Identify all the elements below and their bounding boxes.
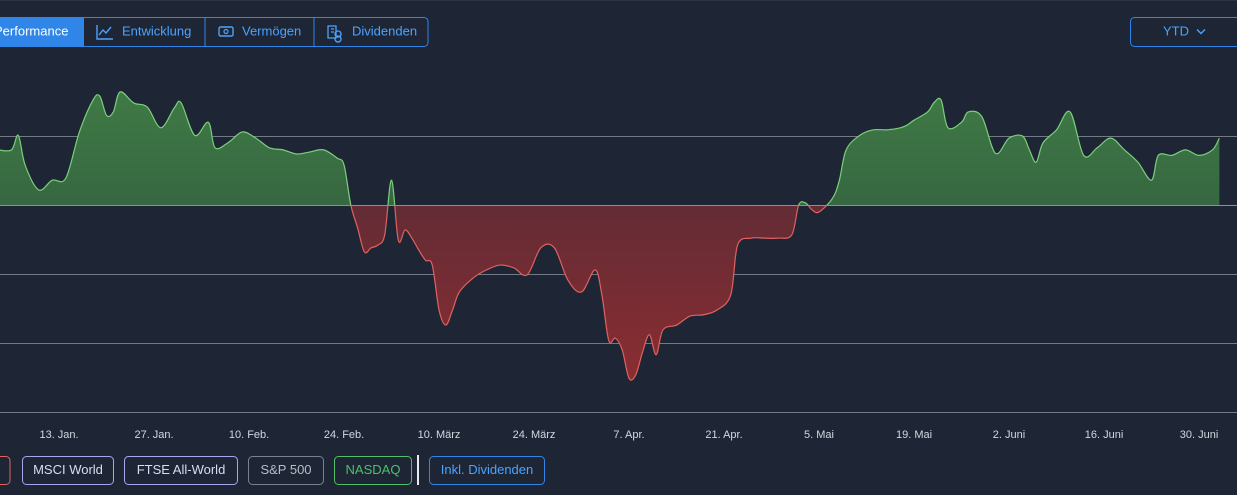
dividend-icon	[327, 25, 342, 43]
benchmark-label[interactable]: S&P 500	[260, 462, 311, 477]
plot: 13. Jan. 27. Jan. 10. Feb. 24. Feb. 10. März…	[0, 91, 1237, 441]
x-tick-label: 10. Feb.	[229, 429, 269, 441]
money-icon	[218, 26, 234, 37]
tab-label[interactable]: Vermögen	[242, 23, 301, 38]
x-tick-label: 19. Mai	[896, 429, 932, 441]
tab-bar: Performance Entwicklung Vermögen Dividen…	[0, 17, 429, 47]
x-tick-label: 27. Jan.	[134, 429, 173, 441]
period-label[interactable]: YTD	[1163, 23, 1189, 38]
tab-active-bg	[0, 17, 84, 47]
benchmark-button[interactable]	[124, 456, 238, 485]
benchmark-button-clipped[interactable]	[0, 456, 11, 485]
tab-label[interactable]: Performance	[0, 23, 68, 38]
x-tick-label: 13. Jan.	[39, 429, 78, 441]
benchmark-label[interactable]: NASDAQ	[346, 462, 401, 477]
chart-icon	[96, 25, 113, 40]
tab-label[interactable]: Dividenden	[352, 23, 417, 38]
tab-label[interactable]: Entwicklung	[122, 23, 191, 38]
line-positive	[0, 91, 1220, 206]
benchmark-label[interactable]: FTSE All-World	[137, 462, 226, 477]
benchmark-button[interactable]	[22, 456, 114, 485]
benchmark-label[interactable]: MSCI World	[33, 462, 103, 477]
x-tick-label: 21. Apr.	[705, 429, 742, 441]
x-tick-label: 10. März	[418, 429, 461, 441]
x-tick-label: 2. Juni	[993, 429, 1025, 441]
tab-group-border	[0, 17, 429, 47]
benchmark-button[interactable]	[248, 456, 324, 485]
x-tick-label: 24. Feb.	[324, 429, 364, 441]
x-tick-label: 5. Mai	[804, 429, 834, 441]
x-tick-label: 24. März	[513, 429, 556, 441]
dividends-toggle[interactable]	[429, 456, 545, 485]
x-tick-label: 30. Juni	[1180, 429, 1219, 441]
x-tick-label: 7. Apr.	[613, 429, 644, 441]
money-icon-coin	[223, 28, 229, 35]
chevron-icon	[1196, 29, 1206, 35]
benchmark-button[interactable]	[334, 456, 412, 485]
benchmark-bar: MSCI World FTSE All-World S&P 500 NASDAQ	[22, 456, 412, 485]
period-select[interactable]	[1130, 17, 1237, 47]
dividends-toggle-label[interactable]: Inkl. Dividenden	[441, 462, 534, 477]
area-negative	[0, 205, 1220, 381]
line-negative	[350, 205, 828, 381]
x-tick-label: 16. Juni	[1085, 429, 1124, 441]
